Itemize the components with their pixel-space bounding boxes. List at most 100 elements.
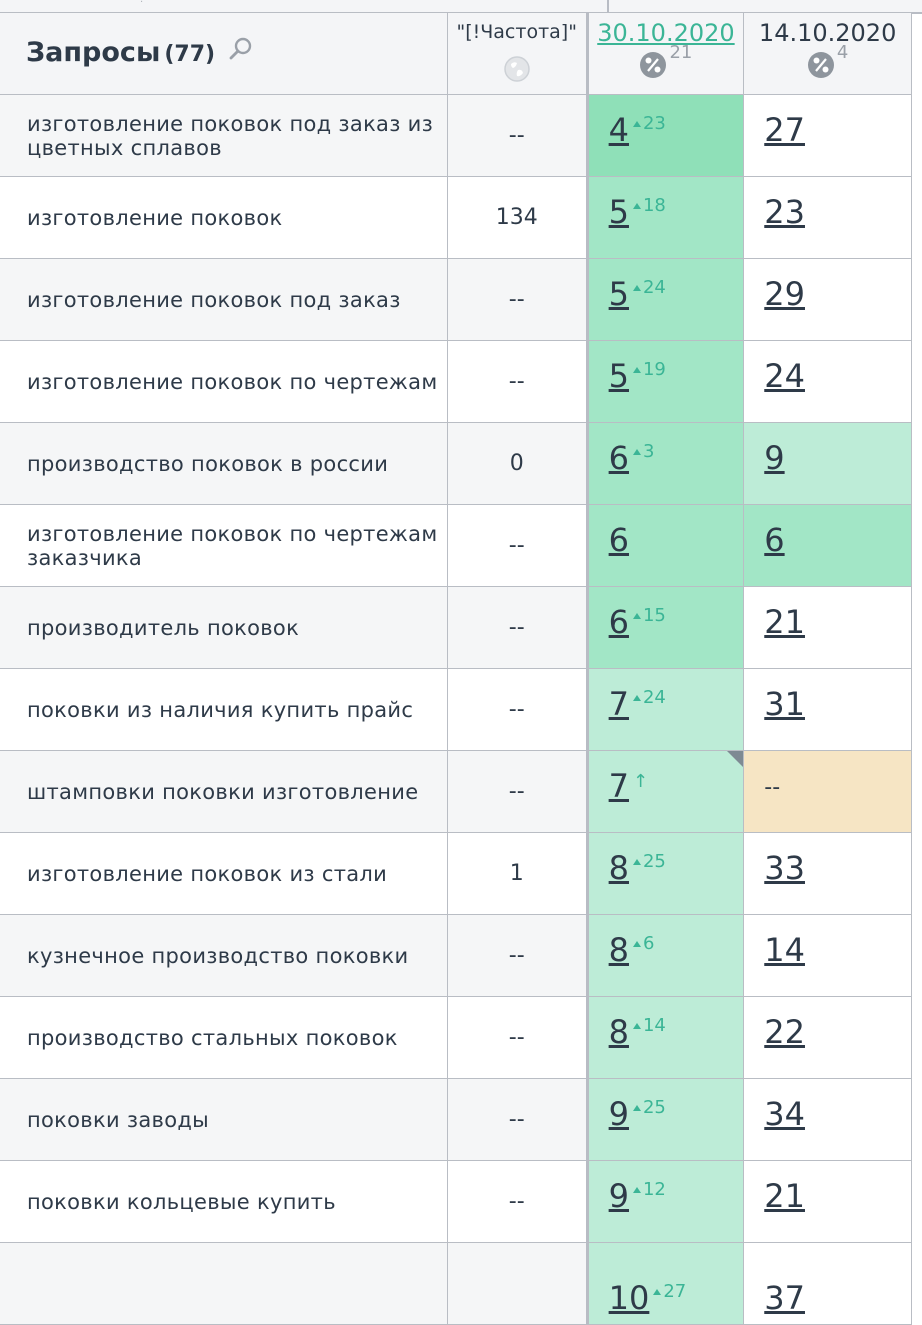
change-value: 14 — [642, 1014, 666, 1036]
position-link[interactable]: 24 — [764, 356, 805, 395]
position-link[interactable]: 9 — [764, 438, 785, 477]
percent-icon[interactable] — [807, 51, 835, 79]
position-link[interactable]: 4 — [608, 110, 629, 149]
new-entry-arrow-icon: ↑ — [632, 770, 649, 792]
position-cell-current: 7 24 — [585, 668, 745, 751]
change-up-icon — [632, 120, 641, 127]
position-link[interactable]: 22 — [764, 1012, 805, 1051]
position-link[interactable]: 7 — [608, 684, 629, 723]
query-column-header[interactable]: Запросы (77) — [0, 12, 448, 95]
table-row: изготовление поковок под заказ -- 5 24 29 — [0, 258, 912, 341]
table-row: изготовление поковок 134 5 18 23 — [0, 176, 912, 259]
frequency-cell: -- — [446, 914, 588, 997]
position-link[interactable]: 27 — [764, 110, 805, 149]
date-column-header-2[interactable]: 14.10.2020 4 — [743, 12, 912, 95]
table-row: изготовление поковок по чертежам -- 5 19 … — [0, 340, 912, 423]
position-cell-previous: 23 — [743, 176, 912, 259]
position-link[interactable]: 23 — [764, 192, 805, 231]
position-cell-current: 5 18 — [585, 176, 745, 259]
query-cell: производство стальных поковок — [0, 996, 448, 1079]
frequency-cell: -- — [446, 340, 588, 423]
query-cell: производство поковок в россии — [0, 422, 448, 505]
position-link[interactable]: 14 — [764, 930, 805, 969]
position-link[interactable]: 5 — [608, 356, 629, 395]
query-cell: поковки кольцевые купить — [0, 1160, 448, 1243]
position-link[interactable]: 6 — [608, 520, 629, 559]
position-cell-previous: 21 — [743, 586, 912, 669]
percent-value-2: 4 — [836, 41, 849, 63]
position-link[interactable]: 33 — [764, 848, 805, 887]
percent-icon[interactable] — [639, 51, 667, 79]
change-value: 18 — [642, 194, 666, 216]
position-link[interactable]: 29 — [764, 274, 805, 313]
change-up-icon — [632, 940, 641, 947]
search-icon[interactable] — [228, 36, 254, 62]
frequency-cell — [446, 1242, 588, 1325]
position-cell-current: 4 23 — [585, 94, 745, 177]
table-row: 10 27 37 — [0, 1242, 912, 1325]
position-cell-current: 6 15 — [585, 586, 745, 669]
change-value: 25 — [642, 850, 666, 872]
frequency-column-header[interactable]: "[!Частота]" — [446, 12, 588, 95]
change-value: 23 — [642, 112, 666, 134]
position-cell-previous: -- — [743, 750, 912, 833]
date-column-header-1[interactable]: 30.10.2020 21 — [585, 12, 745, 95]
position-cell-previous: 9 — [743, 422, 912, 505]
position-link[interactable]: 37 — [764, 1278, 805, 1317]
position-cell-previous: 37 — [743, 1242, 912, 1325]
table-row: изготовление поковок из стали 1 8 25 33 — [0, 832, 912, 915]
query-cell: поковки из наличия купить прайс — [0, 668, 448, 751]
position-link[interactable]: 34 — [764, 1094, 805, 1133]
change-up-icon — [632, 1186, 641, 1193]
frequency-cell: 1 — [446, 832, 588, 915]
position-link[interactable]: 8 — [608, 848, 629, 887]
change-up-icon — [632, 612, 641, 619]
position-change: 23 — [632, 112, 666, 134]
position-link[interactable]: 6 — [608, 438, 629, 477]
change-value: 24 — [642, 276, 666, 298]
position-cell-previous: 24 — [743, 340, 912, 423]
table-row: штамповки поковки изготовление -- 7 ↑ -- — [0, 750, 912, 833]
frequency-cell: -- — [446, 504, 588, 587]
table-row: поковки заводы -- 9 25 34 — [0, 1078, 912, 1161]
frequency-cell: -- — [446, 668, 588, 751]
table-row: производитель поковок -- 6 15 21 — [0, 586, 912, 669]
position-link[interactable]: 5 — [608, 274, 629, 313]
table-row: производство стальных поковок -- 8 14 22 — [0, 996, 912, 1079]
position-link[interactable]: 9 — [608, 1176, 629, 1215]
position-link[interactable]: 21 — [764, 602, 805, 641]
change-value: 12 — [642, 1178, 666, 1200]
globe-icon[interactable] — [503, 55, 531, 83]
position-link[interactable]: 10 — [608, 1278, 650, 1317]
frequency-cell: 134 — [446, 176, 588, 259]
position-cell-current: 5 24 — [585, 258, 745, 341]
position-link[interactable]: 8 — [608, 1012, 629, 1051]
change-up-icon — [632, 694, 641, 701]
position-link[interactable]: 9 — [608, 1094, 629, 1133]
position-link[interactable]: 6 — [608, 602, 629, 641]
change-value: 3 — [642, 440, 655, 462]
change-up-icon — [632, 284, 641, 291]
query-cell — [0, 1242, 448, 1325]
query-cell: изготовление поковок по чертежам заказчи… — [0, 504, 448, 587]
query-cell: производитель поковок — [0, 586, 448, 669]
position-link[interactable]: 5 — [608, 192, 629, 231]
position-link[interactable]: 31 — [764, 684, 805, 723]
header-row: Запросы (77) "[!Частота]" 30.10.2020 — [0, 12, 912, 95]
position-empty: -- — [764, 775, 781, 800]
position-link[interactable]: 8 — [608, 930, 629, 969]
position-cell-previous: 31 — [743, 668, 912, 751]
change-up-icon — [653, 1288, 662, 1295]
positions-table: Запросы (77) "[!Частота]" 30.10.2020 — [0, 12, 912, 1325]
date-link-1[interactable]: 30.10.2020 — [597, 19, 735, 47]
position-link[interactable]: 6 — [764, 520, 785, 559]
note-flag-icon[interactable] — [727, 751, 743, 767]
change-up-icon — [632, 202, 641, 209]
frequency-cell: -- — [446, 258, 588, 341]
query-cell: штамповки поковки изготовление — [0, 750, 448, 833]
position-link[interactable]: 7 — [608, 766, 629, 805]
position-link[interactable]: 21 — [764, 1176, 805, 1215]
change-up-icon — [632, 1022, 641, 1029]
position-cell-current: 6 — [585, 504, 745, 587]
